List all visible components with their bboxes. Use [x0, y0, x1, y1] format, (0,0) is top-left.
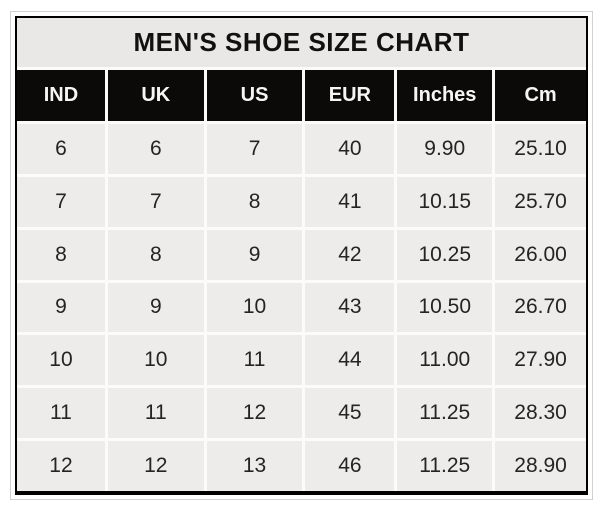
table-cell-cm: 26.00 — [495, 229, 586, 280]
table-outer-frame: MEN'S SHOE SIZE CHART IND UK US EUR Inches Cm… — [10, 11, 593, 500]
table-cell-cm: 25.10 — [495, 124, 586, 174]
table-cell-eur: 41 — [305, 176, 395, 227]
table-cell-eur: 44 — [305, 335, 395, 386]
table-cell-cm: 27.90 — [495, 335, 586, 386]
table-cell-uk: 7 — [107, 176, 204, 227]
table-cell-eur: 42 — [305, 229, 395, 280]
table-cell-ind: 12 — [17, 441, 105, 491]
table-cell-cm: 28.90 — [495, 441, 586, 491]
table-cell-ind: 11 — [17, 388, 105, 439]
table-cell-us: 12 — [206, 388, 303, 439]
table-cell-eur: 40 — [305, 124, 395, 174]
page-title: MEN'S SHOE SIZE CHART — [17, 18, 586, 67]
table-cell-inches: 11.25 — [397, 388, 493, 439]
table-cell-inches: 10.50 — [397, 282, 493, 333]
table-cell-ind: 8 — [17, 229, 105, 280]
table-cell-uk: 12 — [107, 441, 204, 491]
table-cell-inches: 11.00 — [397, 335, 493, 386]
column-header-ind: IND — [17, 70, 105, 121]
column-header-inches: Inches — [397, 70, 493, 121]
table-cell-ind: 9 — [17, 282, 105, 333]
table-cell-uk: 11 — [107, 388, 204, 439]
column-header-uk: UK — [107, 70, 204, 121]
table-cell-uk: 8 — [107, 229, 204, 280]
column-header-cm: Cm — [495, 70, 586, 121]
table-cell-cm: 26.70 — [495, 282, 586, 333]
table-cell-us: 10 — [206, 282, 303, 333]
table-cell-us: 8 — [206, 176, 303, 227]
table-cell-eur: 45 — [305, 388, 395, 439]
table-cell-inches: 10.25 — [397, 229, 493, 280]
table-cell-eur: 46 — [305, 441, 395, 491]
table-cell-cm: 28.30 — [495, 388, 586, 439]
shoe-size-chart-table: MEN'S SHOE SIZE CHART IND UK US EUR Inches Cm… — [15, 16, 588, 495]
table-cell-inches: 11.25 — [397, 441, 493, 491]
column-header-eur: EUR — [305, 70, 395, 121]
table-cell-inches: 10.15 — [397, 176, 493, 227]
table-cell-uk: 10 — [107, 335, 204, 386]
table-cell-eur: 43 — [305, 282, 395, 333]
table-cell-cm: 25.70 — [495, 176, 586, 227]
table-cell-ind: 6 — [17, 124, 105, 174]
table-cell-uk: 6 — [107, 124, 204, 174]
table-cell-uk: 9 — [107, 282, 204, 333]
table-cell-us: 11 — [206, 335, 303, 386]
table-cell-us: 7 — [206, 124, 303, 174]
table-cell-ind: 10 — [17, 335, 105, 386]
table-cell-us: 13 — [206, 441, 303, 491]
table-cell-us: 9 — [206, 229, 303, 280]
table-cell-inches: 9.90 — [397, 124, 493, 174]
table-cell-ind: 7 — [17, 176, 105, 227]
column-header-us: US — [206, 70, 303, 121]
